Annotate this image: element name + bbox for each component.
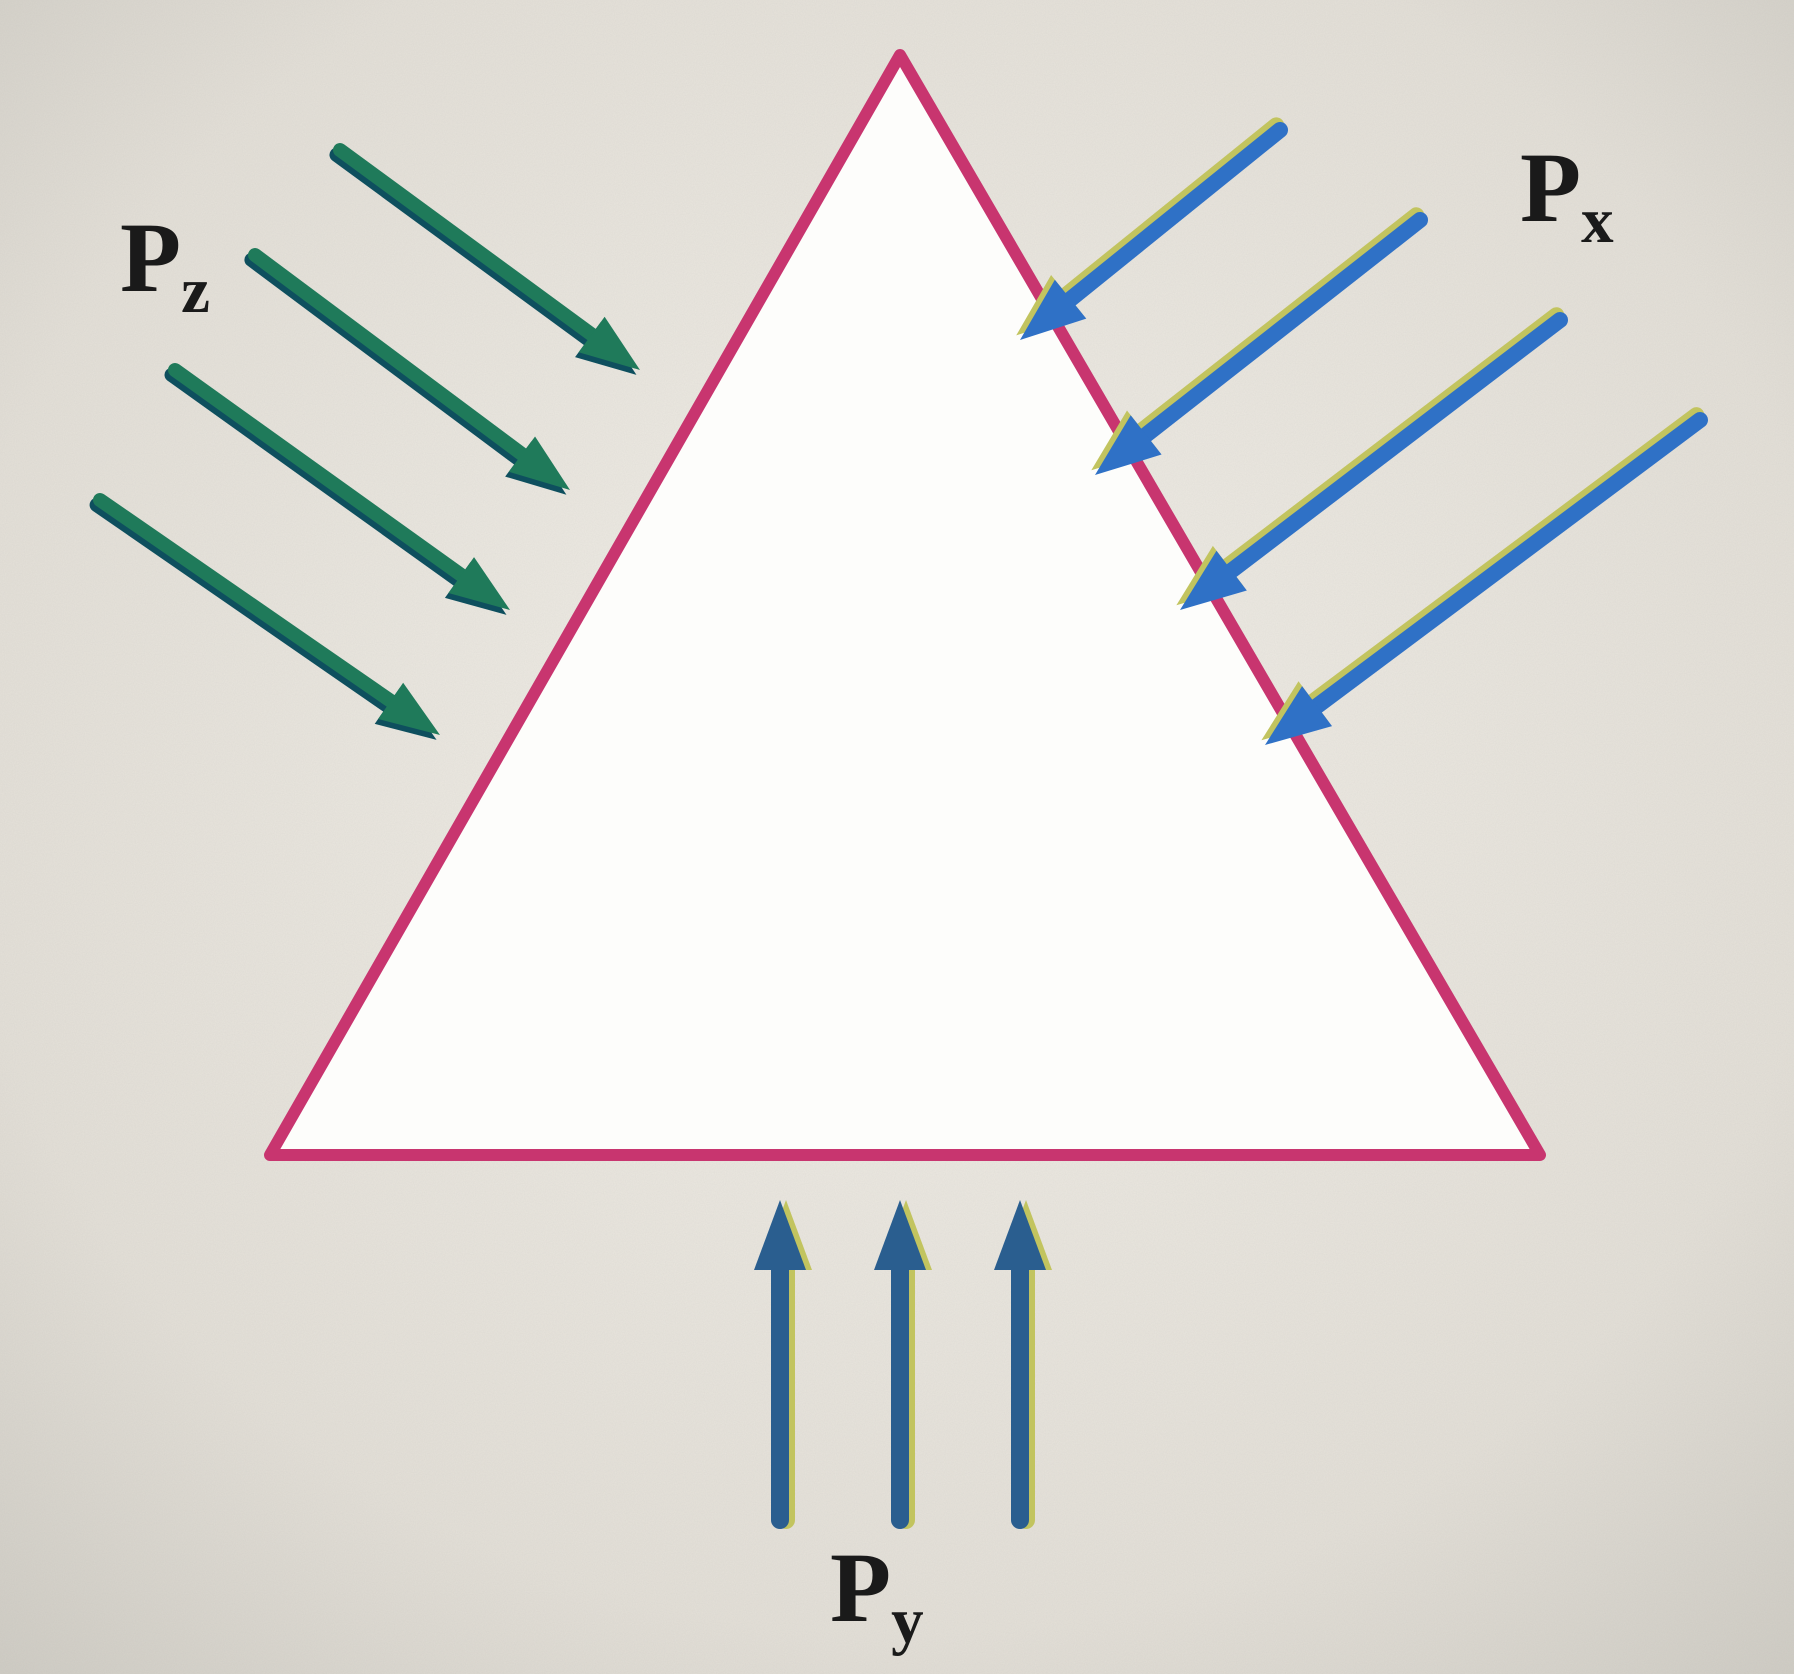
label-py: Py xyxy=(830,1530,924,1659)
label-pz-main: P xyxy=(120,202,181,313)
triangle xyxy=(270,55,1540,1155)
arrows-py xyxy=(754,1200,1052,1520)
label-px-sub: x xyxy=(1581,185,1614,257)
label-pz-sub: z xyxy=(181,255,210,327)
label-pz: Pz xyxy=(120,200,210,329)
label-px: Px xyxy=(1520,130,1614,259)
label-py-main: P xyxy=(830,1532,891,1643)
label-py-sub: y xyxy=(891,1585,924,1657)
label-px-main: P xyxy=(1520,132,1581,243)
